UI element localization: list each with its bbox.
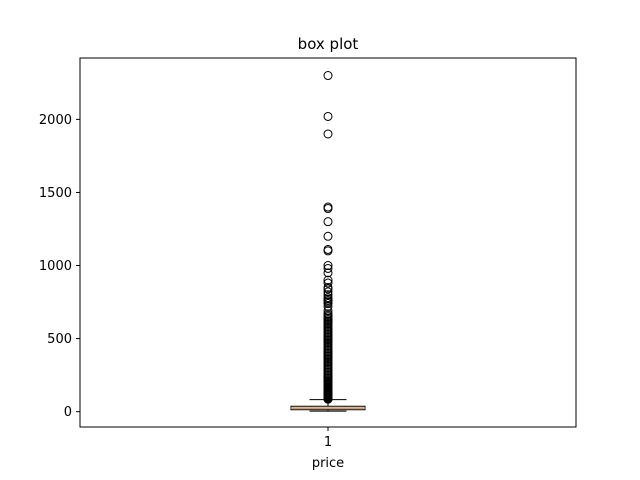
y-tick-label: 500	[47, 332, 72, 347]
outlier-point	[323, 309, 333, 319]
outlier-point	[323, 287, 333, 297]
outlier-point	[323, 278, 333, 288]
x-tick-label: 1	[324, 435, 332, 450]
outlier-point	[323, 306, 333, 316]
outliers	[323, 71, 333, 404]
outlier-point	[323, 129, 333, 139]
box-group	[290, 71, 366, 412]
y-tick-label: 1500	[39, 186, 72, 201]
outlier-point	[323, 301, 333, 311]
outlier-point	[323, 275, 333, 285]
y-tick-label: 2000	[39, 113, 72, 128]
y-tick-label: 1000	[39, 259, 72, 274]
plot-area	[290, 71, 366, 412]
chart-title: box plot	[298, 35, 359, 53]
outlier-point	[323, 244, 333, 254]
x-axis: 1	[324, 427, 332, 450]
outlier-point	[323, 268, 333, 278]
outlier-point	[323, 71, 333, 81]
outlier-point	[323, 202, 333, 212]
outlier-point	[323, 282, 333, 292]
y-tick-label: 0	[64, 405, 72, 420]
y-axis: 0 500 1000 1500 2000	[39, 113, 80, 420]
outlier-point	[323, 111, 333, 121]
outlier-point	[323, 263, 333, 273]
outlier-point	[323, 217, 333, 227]
outlier-point	[323, 231, 333, 241]
x-axis-label: price	[312, 456, 344, 471]
outlier-point	[323, 261, 333, 271]
outlier-point	[323, 293, 333, 303]
outlier-point	[323, 290, 333, 300]
